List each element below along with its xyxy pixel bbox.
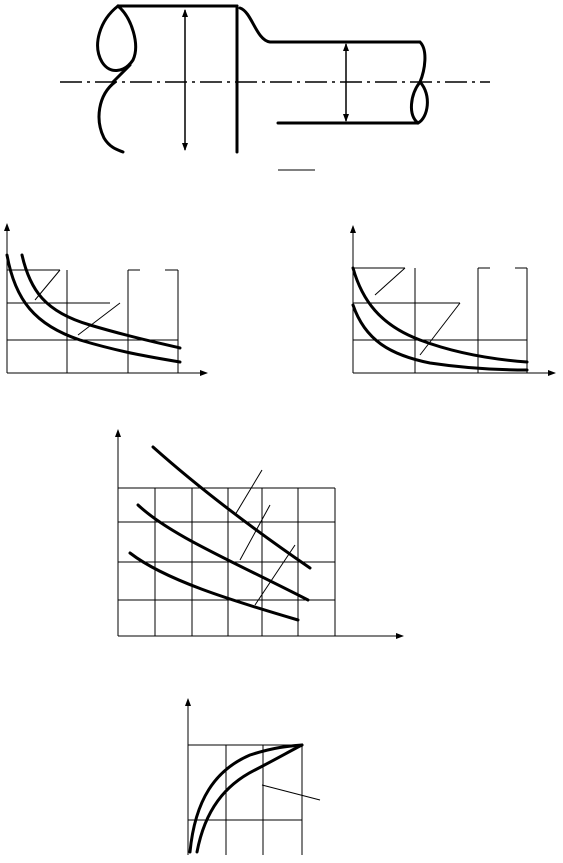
curve: [351, 266, 529, 364]
graph-4: [185, 698, 321, 855]
curve: [128, 551, 300, 622]
small-shaft-top: [238, 6, 427, 84]
left-break-join: [111, 63, 132, 84]
grid: [118, 469, 336, 636]
grid: [353, 267, 528, 373]
grid: [188, 744, 321, 855]
graph-1: [4, 223, 208, 376]
curve: [20, 253, 182, 350]
curve: [151, 445, 312, 570]
right-section: [410, 79, 429, 125]
curve: [5, 253, 182, 364]
curve: [188, 743, 304, 854]
graph-2: [350, 225, 556, 376]
left-section: [96, 4, 138, 72]
shaft-drawing: [60, 4, 490, 171]
graph-3: [115, 429, 404, 639]
curve: [136, 503, 310, 602]
curve: [195, 743, 304, 854]
curve: [351, 303, 529, 372]
left-break: [97, 80, 125, 154]
